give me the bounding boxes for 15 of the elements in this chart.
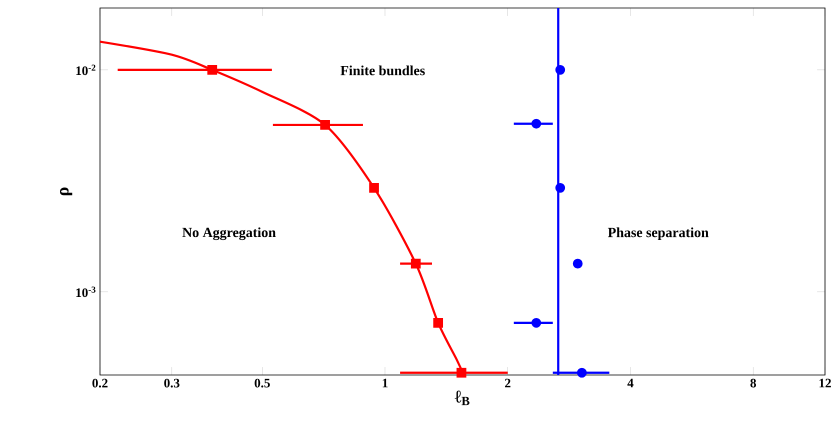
annotation: Finite bundles bbox=[340, 65, 425, 76]
x-tick-label: 0.5 bbox=[254, 378, 270, 388]
x-tick-label: 0.3 bbox=[164, 378, 180, 388]
y-tick-label: 10$^{-2}$ bbox=[76, 64, 96, 76]
x-tick-label: 4 bbox=[627, 378, 634, 388]
y-tick-label: 10$^{-3}$ bbox=[76, 286, 96, 298]
annotation: Phase separation bbox=[608, 227, 709, 240]
y-axis-title: ρ bbox=[60, 187, 72, 196]
x-tick-label: 0.2 bbox=[92, 378, 108, 388]
annotation: No Aggregation bbox=[182, 227, 276, 240]
x-tick-label: 8 bbox=[750, 378, 756, 388]
x-tick-label: 1 bbox=[382, 378, 388, 388]
x-tick-label: 12 bbox=[820, 378, 831, 388]
x-tick-label: 2 bbox=[505, 378, 510, 388]
x-axis-title: ℓ$_{B}$ bbox=[454, 390, 470, 406]
